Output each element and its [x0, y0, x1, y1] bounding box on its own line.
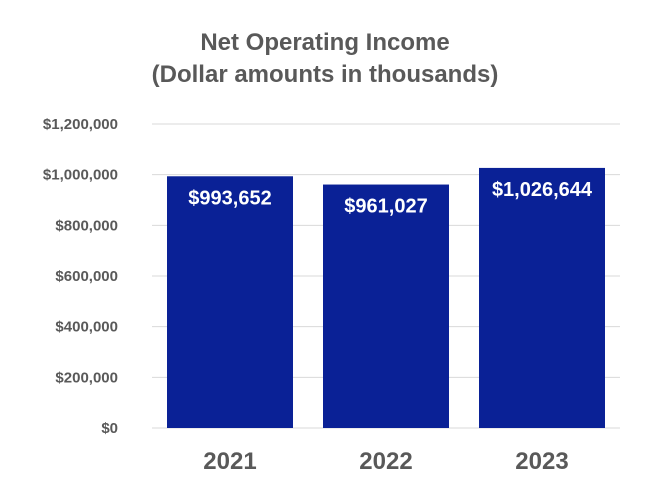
- y-axis-tick-labels: $0 $200,000 $400,000 $600,000 $800,000 $1,000…: [43, 116, 118, 437]
- bars: [167, 167, 605, 428]
- y-tick-label: $1,000,000: [43, 167, 118, 184]
- x-tick-label: 2022: [359, 448, 412, 475]
- bar: [323, 184, 449, 428]
- x-tick-label: 2021: [203, 448, 256, 475]
- chart-title-line-1: Net Operating Income: [200, 29, 449, 56]
- y-tick-label: $0: [101, 420, 118, 437]
- y-tick-label: $400,000: [55, 319, 118, 336]
- y-tick-label: $600,000: [55, 268, 118, 285]
- bar: [167, 176, 293, 428]
- x-axis-tick-labels: 2021 2022 2023: [203, 448, 568, 475]
- y-tick-label: $1,200,000: [43, 116, 118, 133]
- bar-data-label: $961,027: [344, 196, 427, 218]
- bar: [479, 167, 605, 428]
- y-tick-label: $200,000: [55, 369, 118, 386]
- x-tick-label: 2023: [515, 448, 568, 475]
- bar-data-label: $1,026,644: [492, 179, 593, 201]
- bar-data-label: $993,652: [188, 187, 271, 209]
- chart-title-line-2: (Dollar amounts in thousands): [152, 61, 499, 88]
- y-tick-label: $800,000: [55, 217, 118, 234]
- bar-data-labels: $993,652 $961,027 $1,026,644: [188, 179, 593, 218]
